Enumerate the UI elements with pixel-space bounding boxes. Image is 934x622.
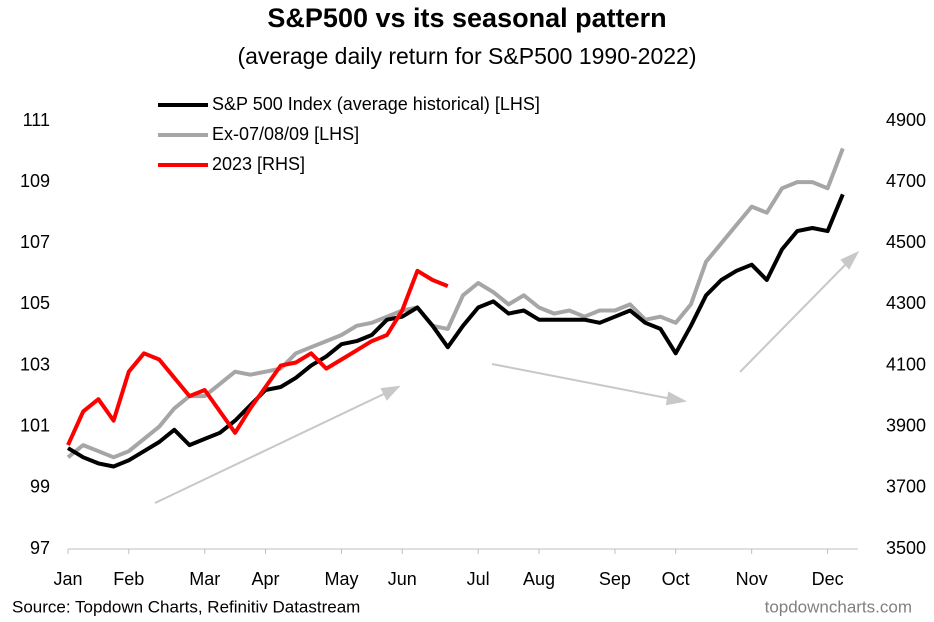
y-tick-label: 105: [20, 293, 50, 313]
y-tick-label: 99: [30, 477, 50, 497]
y2-tick-label: 4300: [886, 293, 926, 313]
legend-label: S&P 500 Index (average historical) [LHS]: [212, 94, 540, 114]
x-tick-label: Feb: [113, 569, 144, 589]
series-line: [66, 147, 845, 460]
y2-tick-label: 4500: [886, 232, 926, 252]
series-line: [66, 193, 845, 469]
source-note: Source: Topdown Charts, Refinitiv Datast…: [12, 597, 360, 616]
trend-arrows: [154, 250, 860, 504]
x-tick-label: Aug: [523, 569, 555, 589]
arrow-head: [380, 385, 401, 401]
x-tick-label: Dec: [812, 569, 844, 589]
x-tick-label: Jul: [467, 569, 490, 589]
arrow-head: [840, 250, 860, 270]
y2-tick-label: 3700: [886, 477, 926, 497]
chart-title: S&P500 vs its seasonal pattern: [267, 3, 666, 33]
x-tick-label: Jan: [53, 569, 82, 589]
arrow: [491, 363, 673, 400]
x-tick-label: Mar: [189, 569, 220, 589]
arrow-head: [665, 391, 688, 406]
y2-tick-label: 4700: [886, 171, 926, 191]
x-tick-label: Sep: [599, 569, 631, 589]
y-tick-label: 109: [20, 171, 50, 191]
y2-tick-label: 3900: [886, 415, 926, 435]
y-tick-label: 97: [30, 538, 50, 558]
chart-subtitle: (average daily return for S&P500 1990-20…: [237, 43, 696, 69]
x-tick-label: May: [324, 569, 358, 589]
y2-tick-label: 3500: [886, 538, 926, 558]
y-tick-label: 103: [20, 354, 50, 374]
y-tick-label: 101: [20, 415, 50, 435]
x-tick-label: Nov: [736, 569, 768, 589]
legend-label: 2023 [RHS]: [212, 154, 305, 174]
y2-tick-label: 4900: [886, 110, 926, 130]
x-tick-label: Apr: [251, 569, 279, 589]
legend-label: Ex-07/08/09 [LHS]: [212, 124, 359, 144]
series-line: [66, 268, 449, 446]
x-tick-label: Oct: [662, 569, 690, 589]
watermark: topdowncharts.com: [765, 597, 912, 616]
y2-tick-label: 4100: [886, 354, 926, 374]
arrow: [154, 391, 389, 504]
y-tick-label: 107: [20, 232, 50, 252]
y-tick-label: 111: [23, 110, 50, 130]
arrow: [739, 261, 849, 373]
x-tick-label: Jun: [388, 569, 417, 589]
legend: S&P 500 Index (average historical) [LHS]…: [158, 94, 540, 174]
